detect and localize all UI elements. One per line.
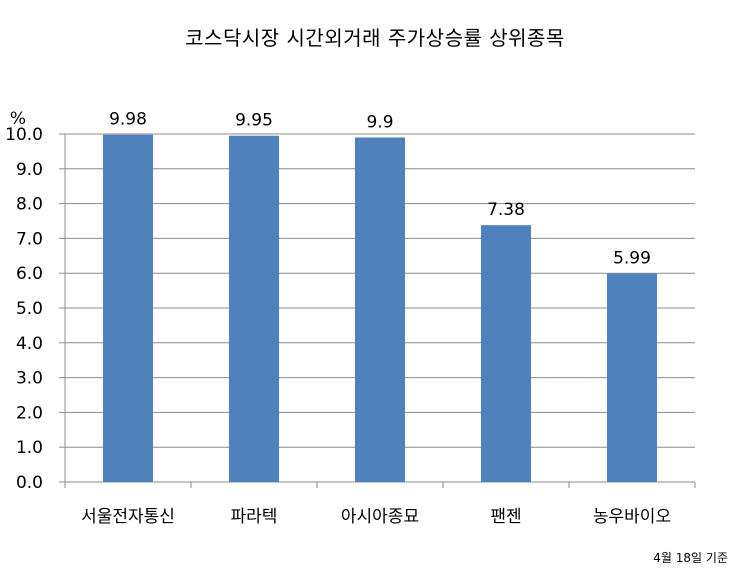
bar	[607, 273, 657, 482]
y-tick-label: 0.0	[16, 473, 43, 493]
y-tick-label: 3.0	[16, 369, 43, 389]
bars	[103, 134, 657, 483]
y-tick-label: 9.0	[16, 160, 43, 180]
bar	[103, 134, 153, 483]
category-label: 팬젠	[490, 507, 521, 527]
y-tick-label: 7.0	[16, 229, 43, 249]
data-label: 5.99	[613, 249, 651, 269]
data-label: 9.98	[109, 110, 147, 130]
y-tick-label: 4.0	[16, 334, 43, 354]
labels: 0.0 1.0 2.0 3.0 4.0 5.0 6.0 7.0 8.0 9.0 10.0% 9.98 서…	[5, 109, 671, 527]
y-tick-label: 2.0	[16, 403, 43, 423]
category-label: 아시아종묘	[341, 507, 419, 527]
y-axis-label: %	[10, 109, 26, 129]
y-tick-label: 6.0	[16, 264, 43, 284]
y-tick-label: 10.0	[5, 125, 43, 145]
chart-title: 코스닥시장 시간외거래 주가상승률 상위종목	[185, 26, 565, 50]
data-label: 9.9	[366, 112, 393, 132]
bar	[355, 137, 405, 483]
category-label: 농우바이오	[593, 507, 671, 527]
data-label: 7.38	[487, 200, 525, 220]
bar	[229, 135, 279, 483]
category-label: 서울전자통신	[81, 507, 175, 527]
y-tick-label: 1.0	[16, 438, 43, 458]
bar	[481, 225, 531, 482]
data-label: 9.95	[235, 111, 273, 131]
date-footnote: 4월 18일 기준	[653, 551, 728, 565]
category-label: 파라텍	[231, 507, 278, 527]
y-tick-label: 8.0	[16, 195, 43, 215]
y-tick-label: 5.0	[16, 299, 43, 319]
